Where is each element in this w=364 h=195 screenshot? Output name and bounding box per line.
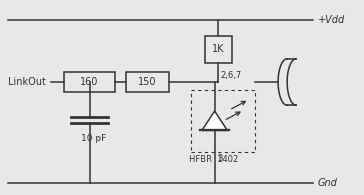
Bar — [126, 72, 169, 92]
Text: LinkOut: LinkOut — [8, 77, 46, 87]
Text: +Vdd: +Vdd — [318, 15, 345, 25]
Bar — [64, 72, 115, 92]
Bar — [191, 90, 254, 152]
Text: Gnd: Gnd — [318, 178, 338, 188]
Text: 2,6,7: 2,6,7 — [220, 71, 241, 80]
Text: 10 pF: 10 pF — [80, 134, 106, 143]
Text: 1K: 1K — [212, 44, 225, 54]
Polygon shape — [202, 111, 228, 130]
Text: 150: 150 — [138, 77, 157, 87]
Text: 160: 160 — [80, 77, 99, 87]
Bar — [205, 35, 232, 63]
Text: HFBR  1402: HFBR 1402 — [189, 155, 238, 164]
Text: 3: 3 — [218, 154, 223, 163]
